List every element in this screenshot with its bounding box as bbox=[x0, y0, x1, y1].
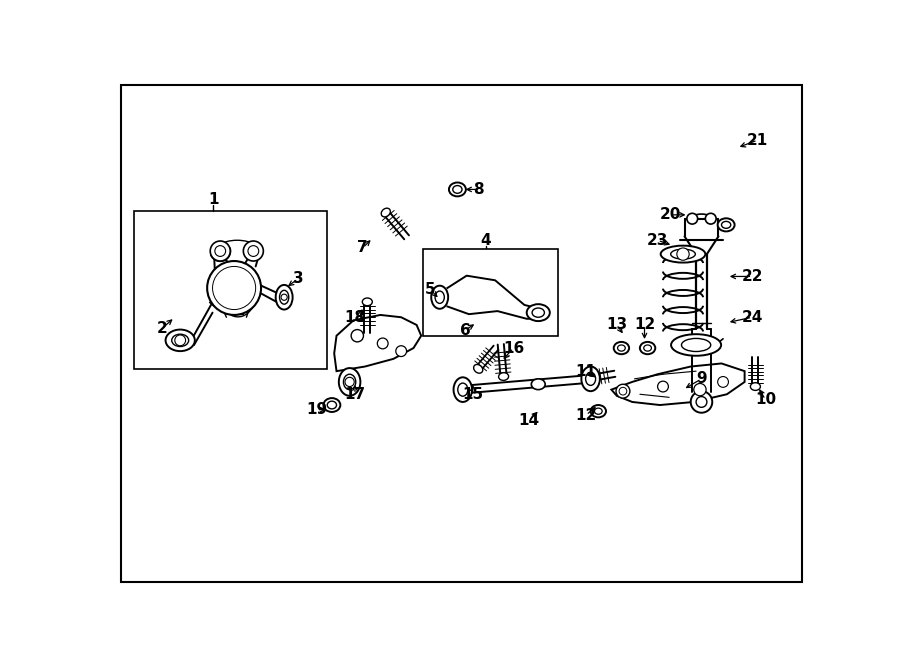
Ellipse shape bbox=[617, 345, 626, 351]
Ellipse shape bbox=[751, 383, 760, 391]
Text: 20: 20 bbox=[660, 208, 681, 222]
Circle shape bbox=[377, 338, 388, 349]
Ellipse shape bbox=[717, 218, 734, 231]
Text: 11: 11 bbox=[575, 364, 597, 379]
Ellipse shape bbox=[172, 334, 189, 346]
Ellipse shape bbox=[722, 221, 731, 228]
Bar bbox=[134, 211, 327, 369]
Circle shape bbox=[717, 377, 728, 387]
Text: 9: 9 bbox=[697, 371, 706, 386]
Ellipse shape bbox=[531, 379, 545, 389]
Ellipse shape bbox=[526, 304, 550, 321]
Circle shape bbox=[619, 387, 626, 395]
Ellipse shape bbox=[499, 373, 508, 380]
Ellipse shape bbox=[586, 372, 596, 385]
Ellipse shape bbox=[166, 330, 194, 351]
Circle shape bbox=[211, 241, 230, 261]
Ellipse shape bbox=[382, 208, 391, 217]
Text: 19: 19 bbox=[306, 402, 327, 417]
Ellipse shape bbox=[344, 374, 356, 389]
Text: 21: 21 bbox=[747, 133, 769, 147]
Circle shape bbox=[616, 384, 630, 398]
Ellipse shape bbox=[458, 383, 468, 396]
Circle shape bbox=[212, 266, 256, 309]
Text: 3: 3 bbox=[292, 271, 303, 286]
Ellipse shape bbox=[449, 182, 466, 196]
Ellipse shape bbox=[280, 290, 289, 304]
Text: 13: 13 bbox=[607, 317, 627, 332]
Text: 18: 18 bbox=[345, 310, 365, 325]
Text: 12: 12 bbox=[634, 317, 655, 332]
Ellipse shape bbox=[532, 308, 544, 317]
Text: 1: 1 bbox=[208, 192, 219, 207]
Circle shape bbox=[694, 383, 706, 396]
Circle shape bbox=[345, 377, 355, 387]
Circle shape bbox=[677, 248, 689, 260]
Bar bbox=[423, 249, 557, 336]
Ellipse shape bbox=[581, 367, 599, 391]
Ellipse shape bbox=[671, 334, 721, 356]
Ellipse shape bbox=[681, 338, 711, 352]
Circle shape bbox=[215, 246, 226, 256]
Ellipse shape bbox=[670, 249, 696, 259]
Text: 4: 4 bbox=[481, 233, 491, 248]
Circle shape bbox=[696, 397, 706, 407]
Ellipse shape bbox=[454, 377, 472, 402]
Text: 10: 10 bbox=[755, 392, 776, 407]
Polygon shape bbox=[611, 364, 744, 405]
Circle shape bbox=[175, 335, 185, 346]
Ellipse shape bbox=[435, 291, 445, 303]
Text: 24: 24 bbox=[742, 310, 763, 325]
Ellipse shape bbox=[661, 246, 706, 262]
Text: 6: 6 bbox=[460, 323, 471, 338]
Text: 17: 17 bbox=[345, 387, 365, 402]
Ellipse shape bbox=[582, 374, 590, 384]
Text: 7: 7 bbox=[357, 241, 368, 255]
Circle shape bbox=[243, 241, 264, 261]
Text: 5: 5 bbox=[425, 282, 436, 297]
Polygon shape bbox=[334, 315, 421, 371]
Ellipse shape bbox=[640, 342, 655, 354]
Text: 22: 22 bbox=[742, 269, 763, 284]
Text: 14: 14 bbox=[518, 413, 540, 428]
Ellipse shape bbox=[431, 286, 448, 309]
Text: 12: 12 bbox=[575, 408, 597, 422]
Circle shape bbox=[207, 261, 261, 315]
Circle shape bbox=[281, 294, 287, 300]
Ellipse shape bbox=[614, 342, 629, 354]
Circle shape bbox=[351, 330, 364, 342]
Circle shape bbox=[396, 346, 407, 356]
Text: 23: 23 bbox=[647, 233, 669, 248]
Ellipse shape bbox=[473, 364, 482, 373]
Ellipse shape bbox=[644, 345, 652, 351]
Ellipse shape bbox=[323, 398, 340, 412]
Circle shape bbox=[219, 272, 249, 303]
Circle shape bbox=[248, 246, 258, 256]
Ellipse shape bbox=[595, 408, 602, 414]
Ellipse shape bbox=[590, 405, 606, 417]
Circle shape bbox=[658, 381, 669, 392]
Text: 8: 8 bbox=[472, 182, 483, 197]
Ellipse shape bbox=[275, 285, 292, 309]
Ellipse shape bbox=[328, 401, 337, 409]
Circle shape bbox=[690, 391, 712, 412]
Text: 16: 16 bbox=[503, 340, 524, 356]
Circle shape bbox=[687, 214, 698, 224]
Ellipse shape bbox=[453, 186, 462, 193]
Text: 2: 2 bbox=[158, 321, 168, 336]
Text: 15: 15 bbox=[463, 387, 483, 402]
Circle shape bbox=[706, 214, 716, 224]
Ellipse shape bbox=[338, 368, 360, 396]
Ellipse shape bbox=[363, 298, 373, 305]
